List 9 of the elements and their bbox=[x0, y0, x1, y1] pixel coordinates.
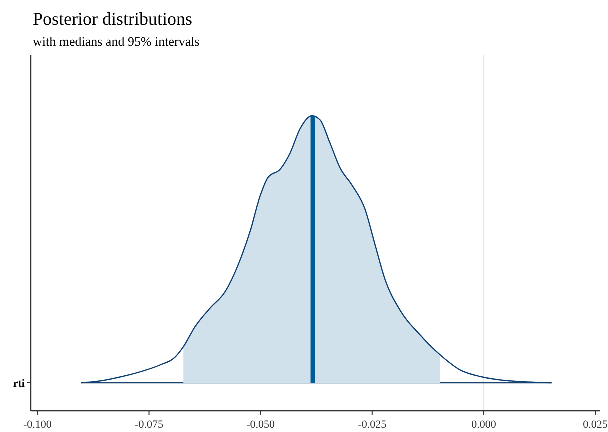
chart-title: Posterior distributions bbox=[33, 9, 193, 29]
x-tick-label: 0.000 bbox=[472, 419, 497, 431]
x-tick-label: 0.025 bbox=[583, 419, 608, 431]
chart-subtitle: with medians and 95% intervals bbox=[33, 34, 200, 49]
x-tick-label: -0.100 bbox=[23, 419, 52, 431]
x-tick-label: -0.050 bbox=[246, 419, 276, 431]
text: rti bbox=[13, 378, 25, 390]
x-tick-label: -0.075 bbox=[135, 419, 164, 431]
x-tick-label: -0.025 bbox=[358, 419, 388, 431]
